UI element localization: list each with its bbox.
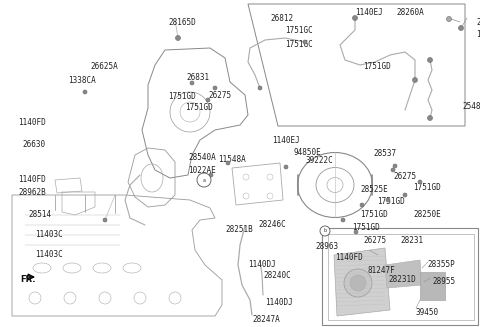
Text: 28355P: 28355P (427, 260, 455, 269)
Text: 39222C: 39222C (306, 156, 334, 165)
Text: 25480J: 25480J (462, 102, 480, 111)
Text: 11548A: 11548A (218, 155, 246, 164)
Text: 28247A: 28247A (252, 315, 280, 324)
Text: 11403C: 11403C (35, 230, 63, 239)
Text: 26812: 26812 (270, 14, 293, 23)
Text: 11403C: 11403C (35, 250, 63, 259)
Circle shape (386, 198, 390, 202)
Text: 39450: 39450 (415, 308, 438, 317)
Text: 28260A: 28260A (396, 8, 424, 17)
Text: 26275: 26275 (393, 172, 416, 181)
Circle shape (213, 86, 217, 90)
Text: 1751GD: 1751GD (476, 30, 480, 39)
Text: 1140FD: 1140FD (18, 118, 46, 127)
Circle shape (393, 164, 397, 168)
Circle shape (83, 90, 87, 94)
Circle shape (103, 218, 107, 222)
Text: 1751GD: 1751GD (168, 92, 196, 101)
Text: 26275: 26275 (208, 91, 231, 100)
Circle shape (176, 36, 180, 41)
Text: 1751GD: 1751GD (185, 103, 213, 112)
Circle shape (360, 203, 364, 207)
Text: 28955: 28955 (432, 277, 455, 286)
Text: 28250E: 28250E (413, 210, 441, 219)
Text: 28231: 28231 (400, 236, 423, 245)
Circle shape (446, 16, 452, 22)
Text: 26831: 26831 (186, 73, 209, 82)
Circle shape (391, 168, 395, 172)
Text: 1022AE: 1022AE (188, 166, 216, 175)
Text: 1140EJ: 1140EJ (355, 8, 383, 17)
Circle shape (428, 115, 432, 121)
Text: 28514: 28514 (28, 210, 51, 219)
Text: 1140FD: 1140FD (335, 253, 363, 262)
Circle shape (341, 218, 345, 222)
Circle shape (403, 193, 407, 197)
Text: 94850E: 94850E (293, 148, 321, 157)
Text: 1140DJ: 1140DJ (265, 298, 293, 307)
Circle shape (418, 180, 422, 184)
Text: 28231D: 28231D (388, 275, 416, 284)
Text: 1751GD: 1751GD (413, 183, 441, 192)
Text: 1338CA: 1338CA (68, 76, 96, 85)
Circle shape (303, 40, 307, 44)
Circle shape (412, 77, 418, 82)
Circle shape (354, 230, 358, 234)
Text: 28537: 28537 (373, 149, 396, 158)
Text: 81247F: 81247F (368, 266, 396, 275)
Text: a: a (203, 178, 205, 182)
Text: 1751GD: 1751GD (377, 197, 405, 206)
Polygon shape (420, 272, 445, 300)
Text: 1751GC: 1751GC (285, 40, 313, 49)
Text: 28525E: 28525E (360, 185, 388, 194)
Text: 28165D: 28165D (168, 18, 196, 27)
Text: 1140FD: 1140FD (18, 175, 46, 184)
Text: 28963: 28963 (315, 242, 338, 251)
Polygon shape (385, 260, 422, 288)
Circle shape (458, 26, 464, 30)
Text: 1751GC: 1751GC (285, 26, 313, 35)
Circle shape (197, 173, 211, 187)
Circle shape (320, 226, 330, 236)
Circle shape (190, 81, 194, 85)
Circle shape (284, 165, 288, 169)
Text: 1751GD: 1751GD (360, 210, 388, 219)
Circle shape (344, 269, 372, 297)
Text: 28540A: 28540A (188, 153, 216, 162)
Text: 1751GD: 1751GD (363, 62, 391, 71)
Text: 28251B: 28251B (225, 225, 253, 234)
Text: 28240C: 28240C (263, 271, 291, 280)
Circle shape (226, 161, 230, 165)
Text: 1140DJ: 1140DJ (248, 260, 276, 269)
Text: 28246C: 28246C (258, 220, 286, 229)
Circle shape (209, 173, 213, 177)
Text: FR.: FR. (20, 275, 36, 284)
Text: 26275: 26275 (476, 18, 480, 27)
Circle shape (258, 86, 262, 90)
Circle shape (206, 98, 210, 102)
Text: 26630: 26630 (22, 140, 45, 149)
Circle shape (352, 15, 358, 21)
Circle shape (428, 58, 432, 62)
Circle shape (350, 275, 366, 291)
Text: 1140EJ: 1140EJ (272, 136, 300, 145)
Text: 28962B: 28962B (18, 188, 46, 197)
Text: 26275: 26275 (363, 236, 386, 245)
Text: b: b (324, 229, 326, 233)
Text: 1751GD: 1751GD (352, 223, 380, 232)
Polygon shape (334, 248, 390, 316)
Text: 26625A: 26625A (90, 62, 118, 71)
